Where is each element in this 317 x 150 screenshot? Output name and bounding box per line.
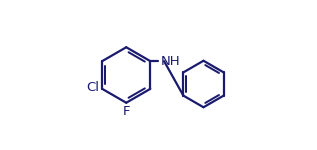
Text: F: F (122, 105, 130, 118)
Text: NH: NH (161, 55, 180, 68)
Text: Cl: Cl (87, 81, 100, 94)
